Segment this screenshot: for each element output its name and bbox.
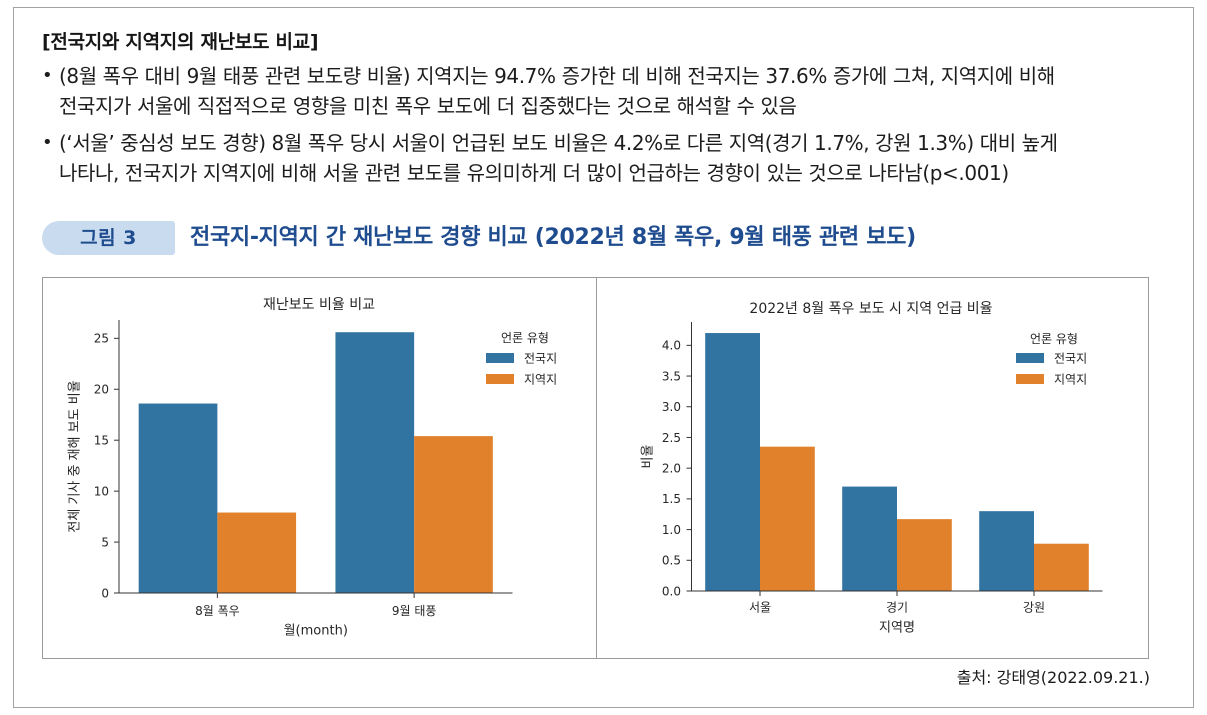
bar-regional-sep-typhoon [414,436,493,593]
figure-label: 그림 3 [80,227,137,249]
bar-regional-gangwon [1034,543,1089,591]
y-tick-label: 10 [94,484,109,498]
y-tick-label: 0 [101,586,109,600]
y-tick-label: 15 [94,434,109,448]
chart-title: 재난보도 비율 비교 [263,297,375,313]
bar-national-gyeonggi [842,486,897,591]
y-tick-label: 0.5 [662,554,681,568]
y-tick-label: 0.0 [662,584,681,598]
bar-national-aug-rain [138,403,218,593]
bullet-item: • (‘서울’ 중심성 보도 경향) 8월 폭우 당시 서울이 언급된 보도 비… [42,128,1154,188]
y-tick-label: 5 [101,535,109,549]
figure-source: 출처: 강태영(2022.09.21.) [956,668,1150,687]
bullet-marker: • [42,65,53,86]
bar-national-sep-typhoon [335,332,415,593]
legend-swatch-national [486,353,514,363]
y-tick-label: 2.5 [662,431,681,445]
y-tick-label: 20 [94,383,109,397]
x-tick-label-gangwon: 강원 [1023,601,1045,615]
disaster-ratio-chart: 재난보도 비율 비교 0 5 10 15 20 25 8월 폭우 9월 태풍월(month) 전체… [68,297,558,639]
bar-national-seoul [705,333,760,591]
legend-label-regional: 지역지 [524,373,557,387]
legend-label-regional: 지역지 [1054,373,1087,387]
bullet-item: • (8월 폭우 대비 9월 태풍 관련 보도량 비율) 지역지는 94.7% … [42,61,1154,121]
figure-label-tab: 그림 3 [42,221,175,255]
x-tick-label-aug-rain: 8월 폭우 [195,604,240,618]
bar-regional-seoul [760,446,815,591]
x-axis-label: 월(month) [284,624,348,639]
y-tick-label: 3.5 [662,369,681,383]
legend-swatch-regional [1016,374,1044,384]
chart-title: 2022년 8월 폭우 보도 시 지역 언급 비율 [749,301,992,317]
y-tick-label: 3.0 [662,400,681,414]
content-frame [13,7,1194,708]
x-tick-label-seoul: 서울 [749,601,771,615]
y-tick-label: 4.0 [662,339,681,353]
bullet-line: (‘서울’ 중심성 보도 경향) 8월 폭우 당시 서울이 언급된 보도 비율은… [59,131,1058,155]
legend-title: 언론 유형 [501,331,549,345]
legend-swatch-national [1016,353,1044,363]
legend-swatch-regional [486,374,514,384]
right-chart-panel: 2022년 8월 폭우 보도 시 지역 언급 비율 0.0 0.5 1.0 1.5 2.0… [596,278,1148,658]
legend-label-national: 전국지 [1054,352,1087,366]
y-tick-label: 2.0 [662,461,681,475]
bullet-line: 나타나, 전국지가 지역지에 비해 서울 관련 보도를 유의미하게 더 많이 언… [59,161,1009,185]
y-axis-label: 비율 [641,445,656,469]
bullet-list: • (8월 폭우 대비 9월 태풍 관련 보도량 비율) 지역지는 94.7% … [42,61,1154,188]
y-tick-label: 1.5 [662,492,681,506]
legend-label-national: 전국지 [524,352,557,366]
bar-national-gangwon [979,511,1034,591]
bar-regional-gyeonggi [897,519,952,591]
x-axis-label: 지역명 [879,621,915,636]
figure-title: 전국지-지역지 간 재난보도 경향 비교 (2022년 8월 폭우, 9월 태풍… [190,225,916,250]
bullet-marker: • [42,132,53,153]
x-tick-label-gyeonggi: 경기 [886,601,908,615]
bullet-line: 전국지가 서울에 직접적으로 영향을 미친 폭우 보도에 더 집중했다는 것으로… [59,94,797,118]
y-tick-label: 1.0 [662,523,681,537]
region-mention-chart: 2022년 8월 폭우 보도 시 지역 언급 비율 0.0 0.5 1.0 1.5 2.0… [641,301,1103,636]
bullet-line: (8월 폭우 대비 9월 태풍 관련 보도량 비율) 지역지는 94.7% 증가… [59,64,1055,88]
section-title: [전국지와 지역지의 재난보도 비교] [42,31,319,53]
y-axis-label: 전체 기사 중 재해 보도 비율 [68,380,83,532]
y-tick-label: 25 [94,332,109,346]
x-tick-label-sep-typhoon: 9월 태풍 [392,604,437,618]
bar-regional-aug-rain [217,512,297,593]
legend-title: 언론 유형 [1030,332,1078,346]
